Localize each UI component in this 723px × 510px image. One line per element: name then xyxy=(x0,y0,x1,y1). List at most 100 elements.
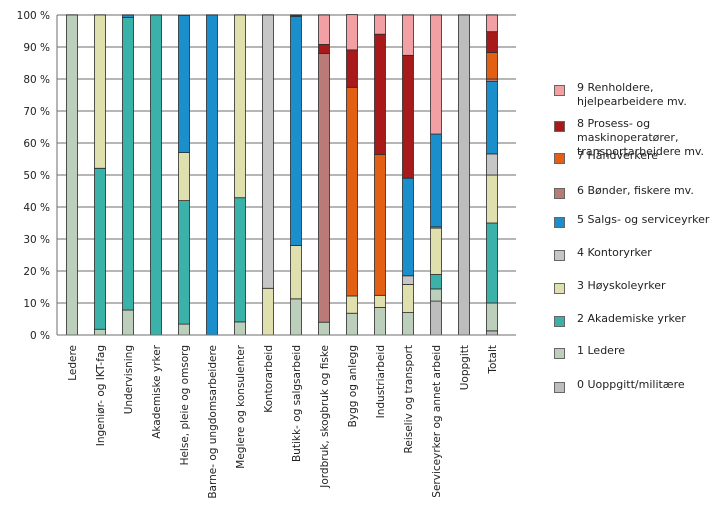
legend-label-line: 7 Håndverkere xyxy=(577,149,659,162)
bar-segment xyxy=(318,321,330,336)
x-tick-label: Barne- og ungdomsarbeidere xyxy=(207,345,219,499)
bar-stack xyxy=(206,14,218,336)
x-tick-label: Totalt xyxy=(487,345,499,375)
x-tick-label: Reiseliv og transport xyxy=(403,345,415,453)
bar-segment xyxy=(290,14,302,17)
legend-label: 8 Prosess- og maskinoperatører, transport… xyxy=(577,117,723,159)
bar-segment xyxy=(486,174,498,224)
bar-segment xyxy=(346,86,358,297)
legend-label-line: 1 Ledere xyxy=(577,344,625,357)
bar-segment xyxy=(430,288,442,302)
x-tick-label: Kontorarbeid xyxy=(263,345,275,413)
bars xyxy=(66,14,498,336)
legend-item: 0 Uoppgitt/militære xyxy=(554,378,723,393)
bar-segment xyxy=(346,295,358,314)
legend-label-line: 8 Prosess- og maskinoperatører, xyxy=(577,117,679,144)
x-tick-label: Helse, pleie og omsorg xyxy=(179,345,191,465)
bar-segment xyxy=(486,302,498,332)
bar-stack xyxy=(346,14,358,336)
bar-segment xyxy=(262,287,274,336)
legend-label: 0 Uoppgitt/militære xyxy=(577,378,685,392)
legend-item: 7 Håndverkere xyxy=(554,149,723,164)
bar-segment xyxy=(318,53,330,323)
legend-label: 6 Bønder, fiskere mv. xyxy=(577,184,694,198)
legend-item: 4 Kontoryrker xyxy=(554,246,723,261)
bar-segment xyxy=(346,49,358,88)
bar-segment xyxy=(206,14,218,336)
bar-segment xyxy=(402,275,414,285)
bar-segment xyxy=(234,321,246,336)
legend-label-line: 2 Akademiske yrker xyxy=(577,312,686,325)
legend-swatch xyxy=(554,283,565,294)
bar-segment xyxy=(430,14,442,135)
bar-segment xyxy=(234,14,246,199)
bar-stack xyxy=(66,14,78,336)
legend-swatch xyxy=(554,85,565,96)
x-tick-label: Meglere og konsulenter xyxy=(235,344,247,468)
y-tick-label: 40 % xyxy=(23,202,50,214)
bar-segment xyxy=(290,244,302,300)
bar-segment xyxy=(486,31,498,53)
bar-segment xyxy=(150,14,162,336)
legend-label-line: 9 Renholdere, hjelpearbeidere mv. xyxy=(577,81,687,108)
x-tick-label: Akademiske yrker xyxy=(151,344,163,438)
bar-segment xyxy=(402,312,414,336)
legend-label: 1 Ledere xyxy=(577,344,625,358)
bar-segment xyxy=(178,323,190,336)
legend-label: 2 Akademiske yrker xyxy=(577,312,686,326)
y-tick-label: 70 % xyxy=(23,106,50,118)
bar-segment xyxy=(318,14,330,45)
bar-segment xyxy=(486,330,498,336)
bar-segment xyxy=(94,14,106,169)
legend-label-line: 5 Salgs- og serviceyrker xyxy=(577,213,710,226)
bar-segment xyxy=(486,52,498,80)
legend-swatch xyxy=(554,250,565,261)
legend-label-line: 3 Høyskoleyrker xyxy=(577,279,666,292)
x-tick-label: Serviceyrker og annet arbeid xyxy=(431,345,443,498)
y-axis-ticks: 0 % 10 % 20 % 30 % 40 % 50 % 60 % 70 % 80 % 90 % 1… xyxy=(17,10,50,342)
legend-label-line: 6 Bønder, fiskere mv. xyxy=(577,184,694,197)
legend-label: 5 Salgs- og serviceyrker xyxy=(577,213,709,227)
x-tick-label: Bygg og anlegg xyxy=(347,345,359,427)
legend-item: 6 Bønder, fiskere mv. xyxy=(554,184,723,199)
bar-segment xyxy=(402,177,414,277)
legend-swatch xyxy=(554,382,565,393)
bar-segment xyxy=(486,222,498,304)
bar-segment xyxy=(178,152,190,202)
bar-stack xyxy=(374,14,386,336)
bar-segment xyxy=(486,153,498,176)
legend-label-line: 0 Uoppgitt/militære xyxy=(577,378,685,391)
bar-segment xyxy=(290,298,302,336)
legend-item: 8 Prosess- og maskinoperatører, transport… xyxy=(554,117,723,159)
legend-item: 3 Høyskoleyrker xyxy=(554,279,723,294)
legend-label: 3 Høyskoleyrker xyxy=(577,279,666,293)
bar-segment xyxy=(290,15,302,246)
x-tick-label: Undervisning xyxy=(123,345,135,414)
legend-swatch xyxy=(554,121,565,132)
legend-label: 7 Håndverkere xyxy=(577,149,658,163)
x-tick-label: Ledere xyxy=(67,345,79,381)
bar-stack xyxy=(402,14,414,336)
legend-swatch xyxy=(554,316,565,327)
legend-item: 2 Akademiske yrker xyxy=(554,312,723,327)
bar-segment xyxy=(318,44,330,54)
legend-label: 9 Renholdere, hjelpearbeidere mv. xyxy=(577,81,723,109)
bar-stack xyxy=(318,14,330,336)
bar-segment xyxy=(430,227,442,275)
legend-label-line: transportarbeidere mv. xyxy=(577,145,705,158)
legend-label-line: 4 Kontoryrker xyxy=(577,246,652,259)
bar-stack xyxy=(94,14,106,336)
legend-item: 5 Salgs- og serviceyrker xyxy=(554,213,723,228)
bar-segment xyxy=(178,14,190,153)
bar-segment xyxy=(374,33,386,155)
bar-stack xyxy=(122,14,134,336)
bar-segment xyxy=(122,14,134,18)
bar-segment xyxy=(374,14,386,35)
bar-segment xyxy=(66,14,78,336)
bar-segment xyxy=(402,14,414,56)
x-tick-label: Butikk- og salgsarbeid xyxy=(291,345,303,462)
bar-segment xyxy=(122,17,134,311)
y-tick-label: 100 % xyxy=(17,10,50,22)
bar-stack xyxy=(234,14,246,336)
